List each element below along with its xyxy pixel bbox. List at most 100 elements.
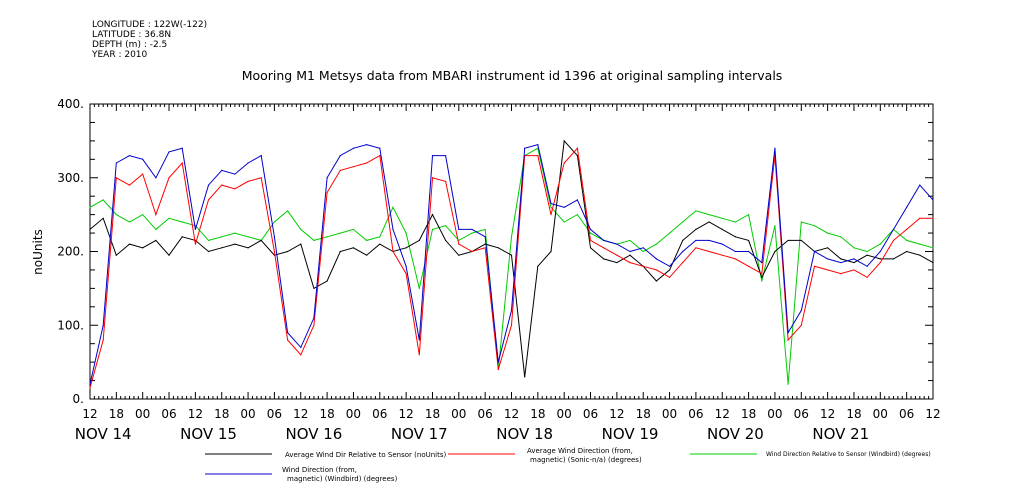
x-hour-tick-label: 00 — [135, 407, 150, 421]
series-point-2 — [89, 387, 91, 389]
series-point-2 — [286, 339, 289, 341]
series-point-4 — [352, 147, 355, 149]
series-point-4 — [840, 261, 842, 264]
metadata-block: LONGITUDE : 122W(-122) LATITUDE : 36.8N … — [92, 20, 207, 60]
series-point-4 — [721, 243, 723, 245]
series-point-2 — [431, 177, 434, 179]
series-point-4 — [761, 261, 763, 264]
series-point-4 — [668, 265, 671, 267]
x-hour-tick-label: 00 — [451, 407, 466, 421]
series-point-2 — [379, 155, 381, 157]
series-line-2 — [89, 147, 933, 389]
series-point-4 — [774, 147, 776, 149]
series-point-3 — [563, 221, 565, 223]
x-hour-tick-label: 00 — [346, 407, 361, 421]
x-hour-tick-label: 12 — [82, 407, 97, 421]
series-point-3 — [102, 199, 104, 201]
x-hour-tick-label: 06 — [688, 407, 703, 421]
x-hour-tick-label: 06 — [372, 407, 387, 421]
series-point-4 — [919, 184, 921, 186]
series-point-1 — [840, 258, 842, 260]
series-point-1 — [774, 250, 776, 253]
series-point-1 — [418, 239, 420, 242]
series-point-2 — [563, 162, 565, 164]
series-point-2 — [603, 247, 605, 249]
series-point-2 — [879, 261, 881, 264]
series-point-3 — [115, 214, 117, 216]
series-point-1 — [379, 243, 381, 245]
series-point-1 — [668, 269, 671, 271]
series-point-4 — [866, 265, 868, 267]
series-point-3 — [142, 214, 144, 216]
series-point-1 — [431, 214, 434, 216]
series-point-1 — [827, 247, 829, 249]
series-point-4 — [207, 184, 210, 186]
series-point-3 — [471, 232, 473, 234]
series-point-2 — [840, 273, 842, 275]
series-point-4 — [102, 324, 104, 326]
series-point-3 — [695, 210, 697, 212]
series-point-4 — [497, 361, 499, 363]
series-point-3 — [247, 236, 249, 238]
series-point-4 — [89, 383, 91, 385]
series-point-2 — [695, 247, 697, 249]
series-point-4 — [747, 250, 750, 253]
series-point-3 — [445, 225, 447, 227]
series-point-1 — [550, 250, 552, 253]
series-point-4 — [655, 258, 657, 260]
series-point-3 — [708, 214, 710, 216]
series-point-4 — [879, 250, 881, 253]
series-point-3 — [326, 236, 328, 238]
series-point-1 — [510, 254, 513, 256]
series-point-1 — [721, 228, 723, 230]
series-point-4 — [326, 177, 328, 179]
series-point-3 — [313, 239, 315, 242]
series-point-2 — [418, 354, 420, 356]
series-point-1 — [89, 228, 91, 230]
series-point-1 — [853, 261, 855, 264]
series-point-2 — [313, 324, 315, 326]
longitude-label: LONGITUDE : 122W(-122) — [92, 20, 208, 30]
series-point-1 — [405, 247, 407, 249]
series-point-3 — [339, 232, 341, 234]
plot-frame — [89, 103, 934, 400]
series-point-4 — [827, 258, 829, 260]
x-date-label: NOV 21 — [812, 425, 869, 443]
series-point-4 — [339, 155, 341, 157]
series-point-4 — [932, 199, 934, 201]
x-date-label: NOV 17 — [391, 425, 448, 443]
series-point-4 — [247, 162, 249, 164]
series-point-3 — [642, 250, 644, 253]
legend: Average Wind Dir Relative to Sensor (noU… — [205, 447, 931, 483]
series-point-1 — [629, 254, 631, 256]
y-tick-label: 300. — [57, 171, 84, 185]
series-point-3 — [879, 243, 881, 245]
x-hour-tick-label: 12 — [925, 407, 940, 421]
series-point-4 — [484, 236, 486, 238]
series-point-1 — [102, 217, 104, 219]
x-date-label: NOV 15 — [180, 425, 237, 443]
series-point-1 — [352, 247, 355, 249]
series-point-4 — [510, 309, 513, 312]
series-point-4 — [800, 309, 802, 312]
series-point-2 — [537, 155, 539, 157]
x-date-label: NOV 19 — [602, 425, 659, 443]
series-point-2 — [471, 250, 473, 253]
series-point-2 — [629, 261, 631, 264]
series-point-4 — [734, 250, 737, 253]
series-point-1 — [695, 228, 697, 230]
series-point-1 — [168, 254, 170, 256]
y-tick-label: 200. — [57, 245, 84, 259]
x-hour-tick-label: 06 — [794, 407, 809, 421]
series-point-2 — [142, 173, 144, 175]
y-tick-label: 100. — [57, 318, 84, 332]
x-hour-tick-label: 00 — [873, 407, 888, 421]
series-point-4 — [616, 243, 618, 245]
axes: 0. 100. 200. 300. 400. 12 18 00 06 12 18 00 06 12 18 00… — [57, 97, 940, 443]
series-point-1 — [286, 250, 289, 253]
x-hour-tick-label: 18 — [741, 407, 756, 421]
series-point-1 — [128, 243, 131, 245]
series-point-4 — [115, 162, 117, 164]
series-point-4 — [300, 346, 302, 348]
